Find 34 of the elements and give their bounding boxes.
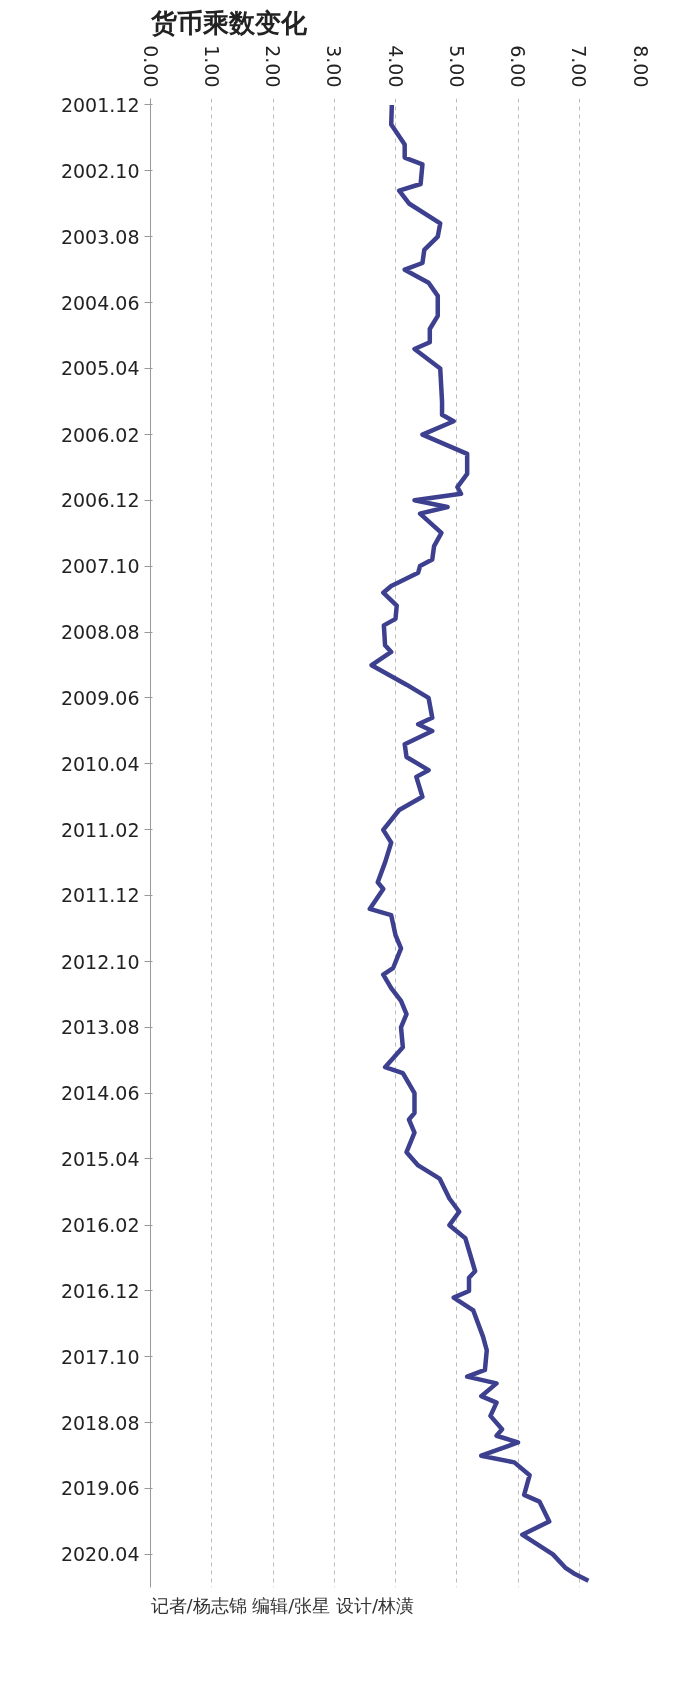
y-tick-label: 2011.02 — [60, 818, 140, 841]
y-tick-label: 2008.08 — [60, 621, 140, 644]
y-tick-label: 2020.04 — [60, 1543, 140, 1566]
x-tick-label: 4.00 — [384, 45, 407, 88]
y-tick-label: 2017.10 — [60, 1345, 140, 1368]
y-tick-label: 2006.12 — [60, 489, 140, 512]
y-tick-label: 2010.04 — [60, 752, 140, 775]
y-tick-label: 2005.04 — [60, 357, 140, 380]
y-tick-label: 2014.06 — [60, 1082, 140, 1105]
y-tick-label: 2004.06 — [60, 291, 140, 314]
y-tick-label: 2009.06 — [60, 686, 140, 709]
y-tick-label: 2006.02 — [60, 423, 140, 446]
y-tick-label: 2013.08 — [60, 1016, 140, 1039]
y-tick-label: 2018.08 — [60, 1411, 140, 1434]
y-tick-label: 2007.10 — [60, 555, 140, 578]
x-tick-label: 6.00 — [507, 45, 529, 88]
x-tick-label: 0.00 — [139, 45, 162, 88]
y-tick-label: 2011.12 — [60, 884, 140, 907]
text: 记者/杨志锦 编辑/张星 设计/林潢 — [150, 1594, 415, 1616]
y-tick-label: 2015.04 — [60, 1147, 140, 1170]
y-tick-label: 2012.10 — [60, 950, 140, 973]
x-tick-label: 3.00 — [323, 45, 346, 88]
y-tick-label: 2001.12 — [60, 93, 140, 116]
chart-title: 货币乘数变化 — [149, 7, 308, 38]
y-tick-label: 2002.10 — [60, 159, 140, 182]
x-tick-label: 7.00 — [568, 45, 591, 88]
y-tick-label: 2019.06 — [60, 1477, 140, 1500]
x-tick-label: 1.00 — [200, 45, 223, 88]
x-tick-label: 5.00 — [445, 45, 468, 88]
x-tick-label: 2.00 — [262, 45, 284, 88]
y-tick-label: 2016.02 — [60, 1214, 140, 1237]
x-tick-label: 8.00 — [629, 45, 652, 88]
y-tick-label: 2003.08 — [60, 225, 140, 248]
y-tick-label: 2016.12 — [60, 1279, 140, 1302]
